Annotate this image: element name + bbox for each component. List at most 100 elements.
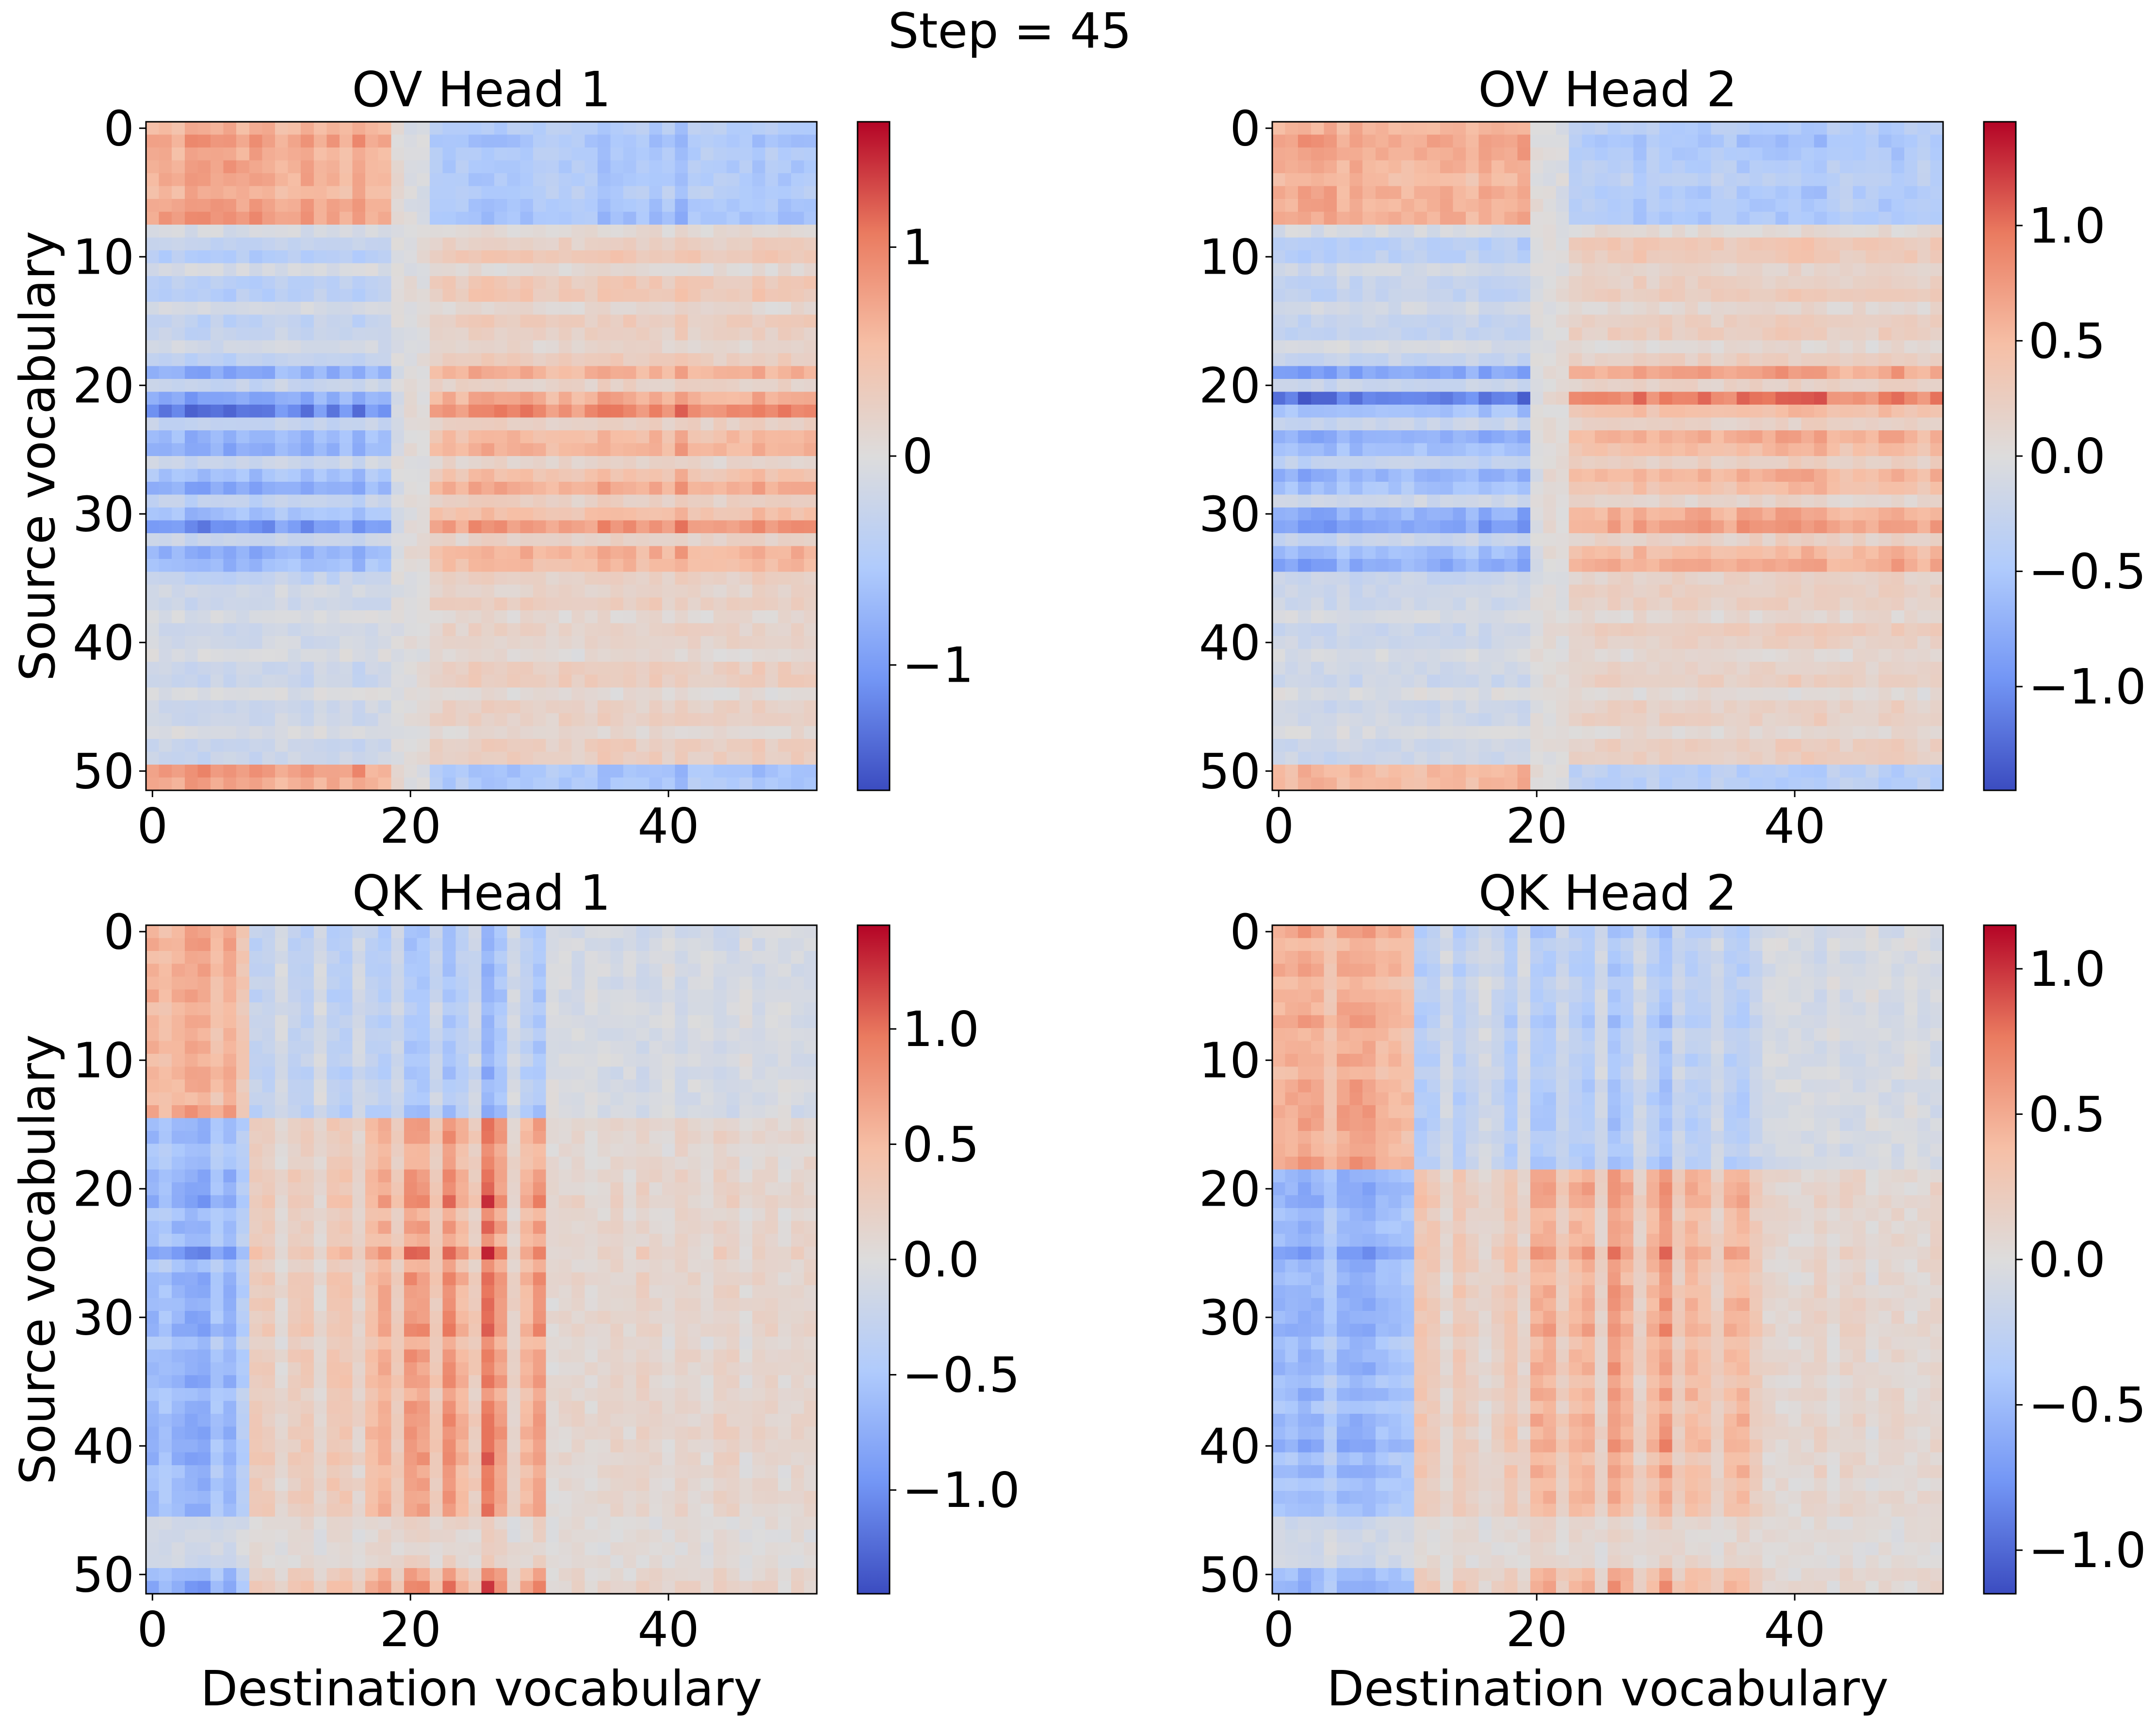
heatmap-cell (584, 456, 598, 470)
heatmap-cell (1298, 276, 1312, 290)
heatmap-cell (1336, 147, 1350, 161)
heatmap-cell (1427, 405, 1441, 418)
heatmap-cell (197, 597, 211, 611)
heatmap-cell (1594, 314, 1608, 328)
heatmap-cell (675, 469, 688, 482)
heatmap-cell (249, 443, 262, 457)
heatmap-cell (1775, 212, 1789, 225)
heatmap-cell (1607, 494, 1621, 508)
heatmap-cell (1762, 237, 1776, 251)
heatmap-cell (1582, 263, 1595, 277)
heatmap-cell (468, 340, 482, 354)
heatmap-cell (1465, 430, 1479, 444)
heatmap-cell (1917, 494, 1931, 508)
heatmap-cell (1427, 225, 1441, 238)
heatmap-cell (455, 572, 469, 585)
heatmap-cell (739, 430, 753, 444)
heatmap-cell (1814, 494, 1828, 508)
heatmap-cell (1324, 469, 1337, 482)
heatmap-cell (584, 327, 598, 341)
heatmap-cell (1659, 160, 1673, 174)
heatmap-cell (739, 494, 753, 508)
heatmap-cell (223, 777, 237, 791)
heatmap-cell (172, 674, 185, 688)
heatmap-cell (236, 212, 250, 225)
heatmap-cell (1711, 212, 1724, 225)
heatmap-cell (1530, 289, 1544, 302)
heatmap-cell (1801, 160, 1815, 174)
heatmap-cell (739, 289, 753, 302)
heatmap-cell (1814, 392, 1828, 405)
heatmap-cell (1285, 289, 1298, 302)
heatmap-cell (352, 405, 366, 418)
heatmap-cell (1543, 302, 1556, 315)
heatmap-cell (675, 482, 688, 495)
heatmap-cell (1711, 482, 1724, 495)
heatmap-cell (352, 327, 366, 341)
heatmap-cell (1582, 340, 1595, 354)
heatmap-cell (1556, 662, 1570, 675)
heatmap-cell (1621, 417, 1634, 431)
heatmap-cell (1491, 314, 1505, 328)
heatmap-cell (494, 636, 508, 650)
heatmap-cell (1750, 636, 1763, 650)
heatmap-cell (249, 302, 262, 315)
heatmap-cell (1298, 674, 1312, 688)
heatmap-cell (1621, 469, 1634, 482)
heatmap-cell (520, 713, 534, 727)
heatmap-cell (1852, 417, 1866, 431)
heatmap-cell (1427, 610, 1441, 624)
heatmap-cell (365, 199, 379, 213)
heatmap-cell (765, 777, 778, 791)
heatmap-cell (288, 366, 301, 379)
heatmap-cell (791, 417, 805, 431)
heatmap-cell (430, 237, 443, 251)
heatmap-cell (159, 559, 172, 572)
heatmap-cell (1904, 662, 1918, 675)
heatmap-cell (559, 134, 572, 148)
heatmap-cell (442, 392, 456, 405)
heatmap-cell (1414, 276, 1427, 290)
heatmap-cell (1336, 366, 1350, 379)
heatmap-cell (1272, 327, 1286, 341)
heatmap-cell (1362, 327, 1376, 341)
heatmap-cell (1762, 417, 1776, 431)
heatmap-cell (313, 430, 327, 444)
heatmap-cell (688, 559, 701, 572)
heatmap-cell (262, 430, 276, 444)
heatmap-cell (1762, 379, 1776, 392)
heatmap-cell (1852, 147, 1866, 161)
heatmap-cell (1827, 225, 1840, 238)
heatmap-cell (430, 649, 443, 662)
heatmap-cell (1685, 443, 1699, 457)
heatmap-cell (313, 173, 327, 187)
heatmap-cell (1504, 430, 1518, 444)
heatmap-cell (1621, 623, 1634, 637)
heatmap-cell (391, 289, 405, 302)
heatmap-cell (1698, 392, 1711, 405)
heatmap-cell (1530, 623, 1544, 637)
heatmap-cell (339, 225, 353, 238)
heatmap-cell (597, 199, 611, 213)
heatmap-cell (223, 199, 237, 213)
heatmap-cell (726, 559, 740, 572)
heatmap-cell (1324, 147, 1337, 161)
heatmap-cell (262, 225, 276, 238)
heatmap-cell (1491, 507, 1505, 521)
heatmap-cell (1879, 456, 1892, 470)
heatmap-cell (739, 314, 753, 328)
heatmap-cell (1362, 674, 1376, 688)
heatmap-cell (146, 302, 160, 315)
heatmap-cell (571, 585, 585, 598)
heatmap-cell (1362, 237, 1376, 251)
heatmap-cell (313, 366, 327, 379)
heatmap-cell (1762, 147, 1776, 161)
heatmap-cell (610, 212, 624, 225)
heatmap-cell (1646, 520, 1660, 534)
heatmap-cell (1930, 160, 1944, 174)
suptitle: Step = 45 (888, 2, 1132, 59)
heatmap-cell (275, 597, 289, 611)
heatmap-cell (765, 713, 778, 727)
heatmap-cell (559, 533, 572, 547)
heatmap-cell (1414, 482, 1427, 495)
